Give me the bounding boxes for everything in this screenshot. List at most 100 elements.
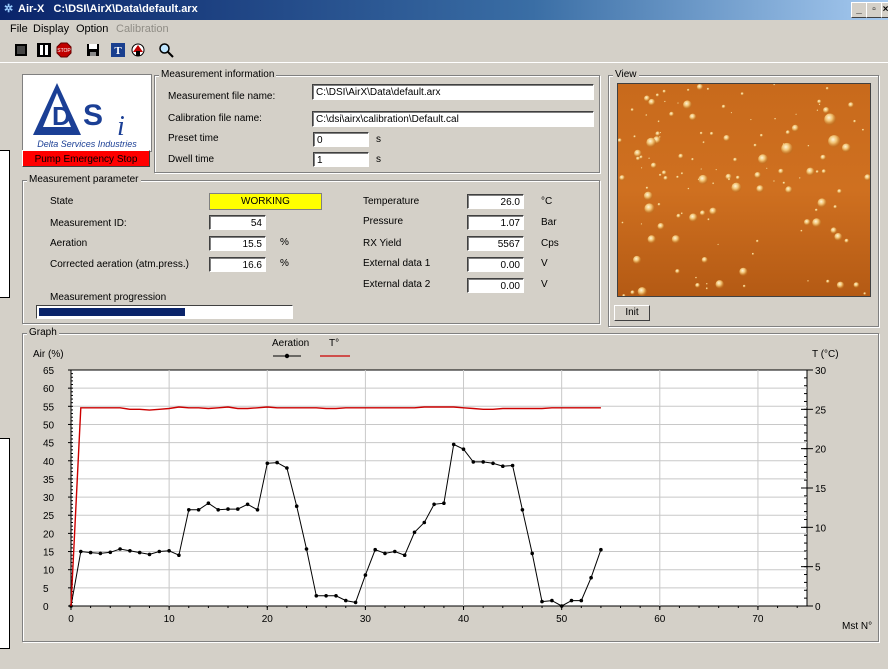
foam-bubble <box>853 119 857 123</box>
x-tick-label: 10 <box>164 614 176 625</box>
measurement-parameter-group <box>22 180 600 324</box>
file-name-field[interactable]: C:\DSI\AirX\Data\default.arx <box>312 84 594 100</box>
foam-bubble <box>637 287 647 296</box>
foam-bubble <box>723 135 730 142</box>
foam-bubble <box>825 87 829 90</box>
calibration-icon[interactable] <box>130 42 146 58</box>
menu-calibration[interactable]: Calibration <box>116 23 169 35</box>
foam-bubble <box>655 131 661 137</box>
foam-bubble <box>669 111 674 117</box>
foam-bubble <box>821 169 827 174</box>
pause-icon[interactable] <box>36 42 52 58</box>
y-tick-label: 15 <box>43 548 55 559</box>
measurement-id-field[interactable]: 54 <box>209 215 266 230</box>
foam-bubble <box>742 284 746 288</box>
maximize-button[interactable]: ▫ <box>866 2 882 18</box>
aeration-data-point <box>157 549 162 554</box>
menu-file[interactable]: File <box>10 23 28 35</box>
emergency-stop-icon[interactable]: STOP <box>56 42 72 58</box>
y-tick-label: 50 <box>43 420 55 431</box>
foam-bubble <box>848 102 854 108</box>
aeration-data-point <box>187 508 191 512</box>
y-tick-label: 65 <box>43 366 55 377</box>
temperature-field[interactable]: 26.0 <box>467 194 524 209</box>
foam-bubble <box>622 294 626 296</box>
foam-bubble <box>699 131 703 135</box>
external-data-2-field[interactable]: 0.00 <box>467 278 524 293</box>
foam-bubble <box>774 117 777 120</box>
aeration-data-point <box>177 553 181 557</box>
y2-tick-label: 0 <box>815 602 821 613</box>
foam-bubble <box>816 109 819 112</box>
preset-time-field[interactable]: 0 <box>313 132 369 147</box>
foam-bubble <box>648 157 651 160</box>
aeration-field[interactable]: 15.5 <box>209 236 266 251</box>
foam-bubble <box>646 137 657 148</box>
init-button[interactable]: Init <box>614 305 650 321</box>
foam-bubble <box>706 283 708 285</box>
foam-bubble <box>634 149 642 158</box>
foam-bubble <box>657 203 661 206</box>
foam-bubble <box>695 283 700 288</box>
aeration-data-point <box>167 549 171 553</box>
external-data-1-field[interactable]: 0.00 <box>467 257 524 272</box>
corrected-aeration-label: Corrected aeration (atm.press.) <box>50 259 189 270</box>
menu-option[interactable]: Option <box>76 23 109 35</box>
foam-bubble <box>814 208 818 212</box>
zoom-icon[interactable] <box>158 42 174 58</box>
foam-bubble <box>658 173 662 177</box>
aeration-data-point <box>363 573 368 577</box>
pressure-field[interactable]: 1.07 <box>467 215 524 230</box>
pressure-unit: Bar <box>541 217 557 228</box>
calibration-file-field[interactable]: C:\dsi\airx\calibration\Default.cal <box>312 111 594 127</box>
aeration-data-point <box>285 466 289 470</box>
foam-bubble <box>640 167 643 169</box>
foam-bubble <box>663 176 668 181</box>
plot-area <box>70 369 808 607</box>
aeration-data-point <box>108 550 113 555</box>
aeration-data-point <box>294 504 299 508</box>
dwell-time-unit: s <box>376 154 381 165</box>
graph-group <box>22 333 879 642</box>
aeration-data-point <box>491 461 495 466</box>
aeration-data-point <box>579 598 584 603</box>
dwell-time-field[interactable]: 1 <box>313 152 369 167</box>
aeration-data-point <box>383 551 387 556</box>
emergency-stop-button[interactable]: Pump Emergency Stop <box>22 150 150 167</box>
window-title: Air-X C:\DSI\AirX\Data\default.arx <box>18 3 198 15</box>
foam-bubble <box>733 157 738 162</box>
temperature-unit: °C <box>541 196 553 207</box>
foam-bubble <box>756 239 759 243</box>
aeration-data-point <box>275 460 279 465</box>
foam-bubble <box>863 292 867 295</box>
y-tick-label: 30 <box>43 493 55 504</box>
aeration-unit: % <box>280 237 289 248</box>
rx-yield-field[interactable]: 5567 <box>467 236 524 251</box>
foam-bubble <box>707 218 710 221</box>
foam-bubble <box>844 238 849 244</box>
foam-bubble <box>834 233 843 241</box>
foam-bubble <box>823 107 830 114</box>
save-icon[interactable] <box>85 42 101 58</box>
progress-fill <box>39 308 185 316</box>
foam-bubble <box>691 158 694 161</box>
foam-bubble <box>636 156 641 161</box>
progress-label: Measurement progression <box>50 292 167 303</box>
corrected-aeration-field[interactable]: 16.6 <box>209 257 266 272</box>
rx-yield-unit: Cps <box>541 238 559 249</box>
aeration-data-point <box>559 604 564 608</box>
foam-bubble <box>817 99 822 104</box>
menu-display[interactable]: Display <box>33 23 70 35</box>
stop-icon[interactable] <box>13 42 29 58</box>
foam-bubble <box>644 203 655 214</box>
aeration-data-point <box>334 594 338 598</box>
close-button[interactable]: × <box>881 2 888 18</box>
foam-bubble <box>735 175 740 180</box>
text-icon[interactable]: T <box>110 42 126 58</box>
svg-text:i: i <box>117 111 125 142</box>
calibration-file-label: Calibration file name: <box>168 113 262 124</box>
foam-bubble <box>828 135 841 148</box>
minimize-button[interactable]: _ <box>851 2 867 18</box>
aeration-data-point <box>147 552 152 557</box>
aeration-data-point <box>137 550 142 555</box>
